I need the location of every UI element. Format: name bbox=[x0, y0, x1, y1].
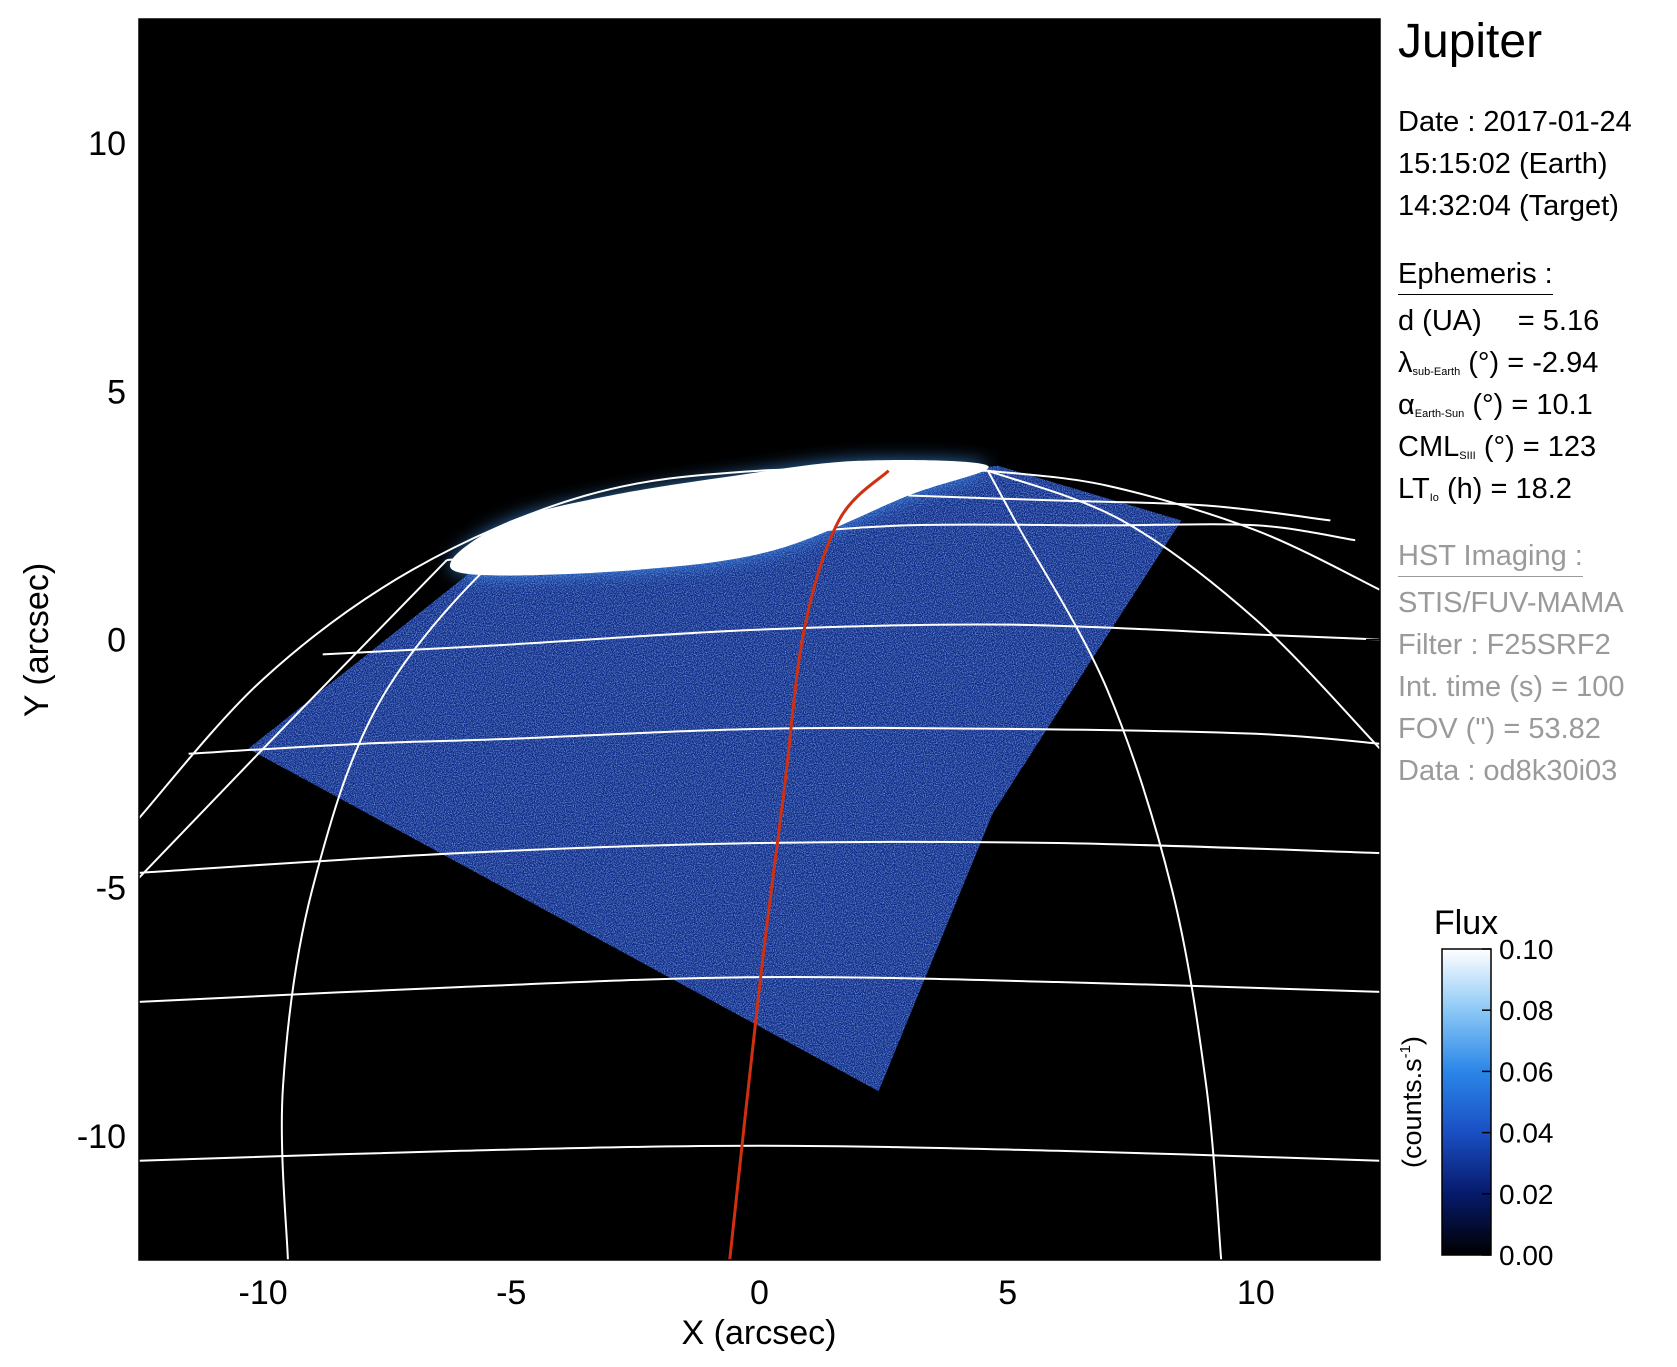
x-tick-label: 5 bbox=[998, 1274, 1017, 1312]
x-axis-label: X (arcsec) bbox=[682, 1314, 837, 1352]
target-time: 14:32:04 (Target) bbox=[1398, 190, 1619, 222]
latitude-line bbox=[908, 494, 1331, 522]
colorbar-unit-sup: -1 bbox=[1397, 1045, 1414, 1058]
lt-sub: Io bbox=[1429, 492, 1439, 504]
x-tick-label: 10 bbox=[1237, 1274, 1275, 1312]
longitude-line bbox=[280, 489, 661, 1260]
y-tick-label: -5 bbox=[96, 870, 126, 908]
lt-value: (h) = 18.2 bbox=[1446, 473, 1572, 505]
target-title: Jupiter bbox=[1398, 15, 1543, 68]
alpha-value: (°) = 10.1 bbox=[1472, 389, 1593, 421]
longitude-line bbox=[987, 469, 1380, 591]
ephemeris-distance: d (UA) = 5.16 bbox=[1398, 307, 1599, 336]
y-tick-label: 5 bbox=[107, 373, 126, 411]
ephemeris-phase: αEarth-Sun (°) = 10.1 bbox=[1398, 391, 1593, 420]
distance-label: d (UA) bbox=[1398, 305, 1482, 337]
latitude-line bbox=[139, 1144, 1380, 1162]
x-tick-label: 0 bbox=[750, 1274, 769, 1312]
lt-symbol: LT bbox=[1398, 473, 1430, 505]
colorbar-tick-label: 0.10 bbox=[1499, 934, 1554, 965]
earth-time: 15:15:02 (Earth) bbox=[1398, 148, 1608, 180]
colorbar-unit-close: ) bbox=[1397, 1036, 1427, 1045]
alpha-symbol: α bbox=[1398, 389, 1415, 421]
ephemeris-cml: CMLSIII (°) = 123 bbox=[1398, 433, 1596, 462]
ephemeris-io-lt: LTIo (h) = 18.2 bbox=[1398, 475, 1572, 504]
io-footprint-trace bbox=[728, 469, 890, 1260]
lambda-sub: sub-Earth bbox=[1412, 366, 1461, 378]
lambda-symbol: λ bbox=[1398, 347, 1413, 379]
colorbar-gradient bbox=[1441, 948, 1492, 1256]
colorbar-unit: (counts.s-1) bbox=[1397, 1036, 1427, 1168]
cml-sub: SIII bbox=[1459, 450, 1476, 462]
colorbar-tick-label: 0.02 bbox=[1499, 1179, 1554, 1210]
colorbar-tick-label: 0.08 bbox=[1499, 995, 1554, 1026]
imaging-header-text: HST Imaging : bbox=[1398, 542, 1583, 577]
colorbar-tick-label: 0.04 bbox=[1499, 1118, 1554, 1149]
colorbar-ticks: 0.10 0.08 0.06 0.04 0.02 0.00 bbox=[1482, 934, 1554, 1271]
latitude-line bbox=[322, 623, 1380, 656]
latitude-line bbox=[446, 523, 1356, 562]
x-tick-label: -5 bbox=[496, 1274, 526, 1312]
imaging-header: HST Imaging : bbox=[1398, 542, 1583, 577]
cml-symbol: CML bbox=[1398, 431, 1460, 463]
longitude-line bbox=[139, 559, 448, 879]
image-region bbox=[248, 465, 1182, 1092]
ephemeris-header-text: Ephemeris : bbox=[1398, 260, 1553, 295]
y-tick-label: -10 bbox=[77, 1118, 126, 1156]
axes: -10 -5 0 5 10 10 5 0 -5 -10 bbox=[77, 19, 1380, 1312]
ephemeris-latitude: λsub-Earth (°) = -2.94 bbox=[1398, 349, 1598, 378]
latitude-line bbox=[139, 840, 1380, 874]
colorbar-tick-label: 0.00 bbox=[1499, 1240, 1554, 1271]
x-tick-label: -10 bbox=[239, 1274, 288, 1312]
colorbar: Flux 0.10 0.08 0.06 0.04 0.02 0.00 (counts.s-… bbox=[1397, 904, 1554, 1271]
alpha-sub: Earth-Sun bbox=[1414, 408, 1465, 420]
imaging-fov: FOV (") = 53.82 bbox=[1398, 713, 1601, 745]
ephemeris-header: Ephemeris : bbox=[1398, 260, 1553, 295]
detector-noise bbox=[248, 465, 1182, 1092]
y-tick-label: 0 bbox=[107, 622, 126, 660]
lambda-value: (°) = -2.94 bbox=[1468, 347, 1599, 379]
latitude-line bbox=[188, 726, 1380, 755]
y-axis-label: Y (arcsec) bbox=[18, 563, 56, 717]
colorbar-tick-label: 0.06 bbox=[1499, 1056, 1554, 1087]
colorbar-title: Flux bbox=[1434, 904, 1498, 942]
longitude-line bbox=[986, 470, 1223, 1260]
planet-grid bbox=[139, 467, 1380, 1260]
imaging-filter: Filter : F25SRF2 bbox=[1398, 629, 1611, 661]
colorbar-unit-text: (counts.s bbox=[1397, 1058, 1427, 1168]
date-line: Date : 2017-01-24 bbox=[1398, 106, 1632, 138]
distance-value: = 5.16 bbox=[1517, 305, 1600, 337]
imaging-instrument: STIS/FUV-MAMA bbox=[1398, 587, 1624, 619]
y-tick-label: 10 bbox=[88, 125, 126, 163]
longitude-line bbox=[987, 469, 1380, 750]
imaging-data-id: Data : od8k30i03 bbox=[1398, 755, 1618, 787]
imaging-int-time: Int. time (s) = 100 bbox=[1398, 671, 1625, 703]
cml-value: (°) = 123 bbox=[1483, 431, 1597, 463]
longitude-line bbox=[139, 467, 988, 819]
